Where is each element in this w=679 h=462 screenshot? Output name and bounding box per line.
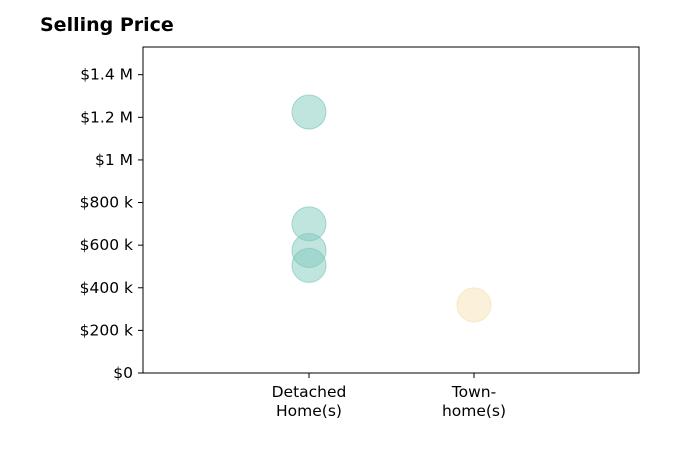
y-tick-label: $800 k — [80, 194, 133, 212]
data-point — [456, 287, 492, 323]
data-point — [291, 247, 327, 283]
y-tick-label: $1.4 M — [80, 66, 133, 84]
y-tick-label: $0 — [113, 364, 133, 382]
x-tick-label: Detached Home(s) — [272, 383, 347, 420]
plot-frame — [142, 46, 640, 374]
x-axis: Detached Home(s) Town-home(s) — [272, 373, 506, 420]
y-tick-label: $1.2 M — [80, 108, 133, 126]
y-axis: $0 $200 k $400 k $600 k $800 k $1 M $1.2 M $1.4… — [80, 66, 143, 382]
data-points — [291, 94, 492, 323]
chart-title: Selling Price — [40, 14, 174, 36]
y-tick-label: $200 k — [80, 321, 133, 339]
y-tick-label: $600 k — [80, 236, 133, 254]
y-tick-label: $1 M — [95, 151, 133, 169]
data-point — [291, 94, 327, 130]
x-tick-label: Town-home(s) — [442, 383, 506, 420]
y-tick-label: $400 k — [80, 279, 133, 297]
